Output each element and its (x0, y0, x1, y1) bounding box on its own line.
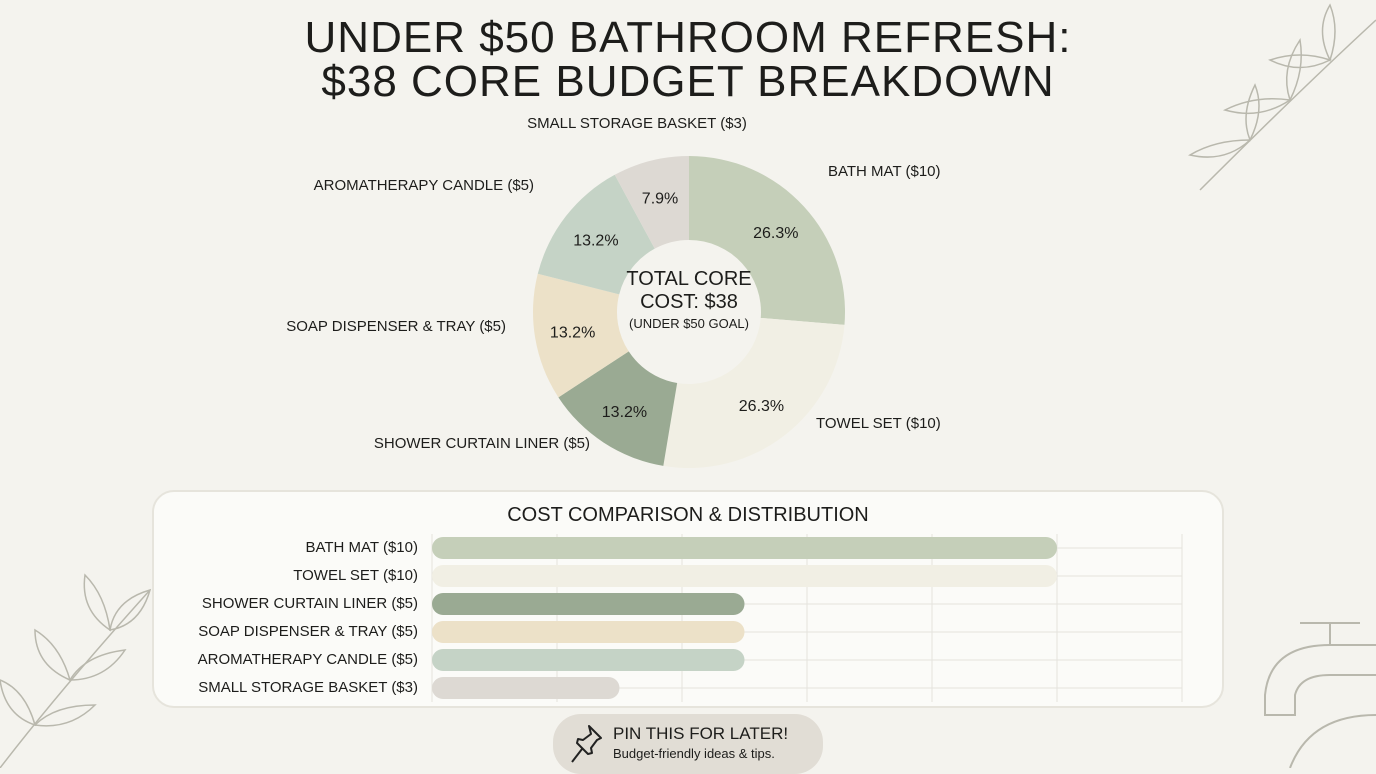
slice-label: SMALL STORAGE BASKET ($3) (527, 115, 747, 132)
bar-chart-card: COST COMPARISON & DISTRIBUTION BATH MAT … (152, 490, 1224, 708)
bar-category-label: AROMATHERAPY CANDLE ($5) (197, 651, 418, 668)
slice-label: SHOWER CURTAIN LINER ($5) (373, 435, 590, 452)
bar (432, 593, 745, 615)
bar-category-label: BATH MAT ($10) (305, 539, 418, 556)
slice-percent-label: 13.2% (573, 233, 618, 250)
slice-percent-label: 26.3% (739, 398, 784, 415)
slice-label: BATH MAT ($10) (828, 163, 941, 180)
center-line-3: (UNDER $50 GOAL) (629, 316, 749, 331)
donut-slice (533, 273, 629, 398)
donut-slice (614, 156, 689, 249)
slice-percent-label: 26.3% (753, 225, 798, 242)
slice-percent-label: 13.2% (602, 404, 647, 421)
slice-label: AROMATHERAPY CANDLE ($5) (313, 177, 534, 194)
faucet-icon (1264, 622, 1376, 768)
pushpin-icon (571, 725, 602, 763)
center-line-1: TOTAL CORE (626, 268, 752, 290)
bar-category-label: TOWEL SET ($10) (293, 567, 418, 584)
pin-for-later-button[interactable]: PIN THIS FOR LATER! Budget-friendly idea… (553, 714, 823, 774)
center-line-2: COST: $38 (640, 291, 738, 313)
bar-category-label: SOAP DISPENSER & TRAY ($5) (198, 623, 418, 640)
title-line-1: UNDER $50 BATHROOM REFRESH: (304, 13, 1072, 62)
title-line-2: $38 CORE BUDGET BREAKDOWN (321, 57, 1055, 106)
page-title: UNDER $50 BATHROOM REFRESH: $38 CORE BUD… (0, 16, 1376, 104)
bar (432, 677, 620, 699)
slice-label: SOAP DISPENSER & TRAY ($5) (286, 318, 506, 335)
slice-percent-label: 13.2% (550, 324, 595, 341)
bar-category-label: SHOWER CURTAIN LINER ($5) (201, 595, 418, 612)
donut-center-text: TOTAL CORE COST: $38 (UNDER $50 GOAL) (609, 268, 769, 331)
donut-slice (537, 174, 655, 295)
bar-chart (431, 534, 1183, 702)
bar-category-label: SMALL STORAGE BASKET ($3) (198, 679, 418, 696)
donut-slice (689, 156, 845, 325)
leaf-branch-icon (0, 573, 152, 768)
bar (432, 649, 745, 671)
pin-title: PIN THIS FOR LATER! (613, 724, 789, 743)
donut-slice (663, 317, 845, 468)
bar-chart-title: COST COMPARISON & DISTRIBUTION (507, 504, 869, 526)
bar (432, 621, 745, 643)
bar (432, 537, 1057, 559)
leaf-branch-icon (1188, 3, 1376, 191)
slice-percent-label: 7.9% (642, 191, 678, 208)
donut-slice (558, 351, 678, 466)
pin-subtitle: Budget-friendly ideas & tips. (613, 746, 775, 761)
slice-label: TOWEL SET ($10) (816, 415, 941, 432)
bar (432, 565, 1057, 587)
